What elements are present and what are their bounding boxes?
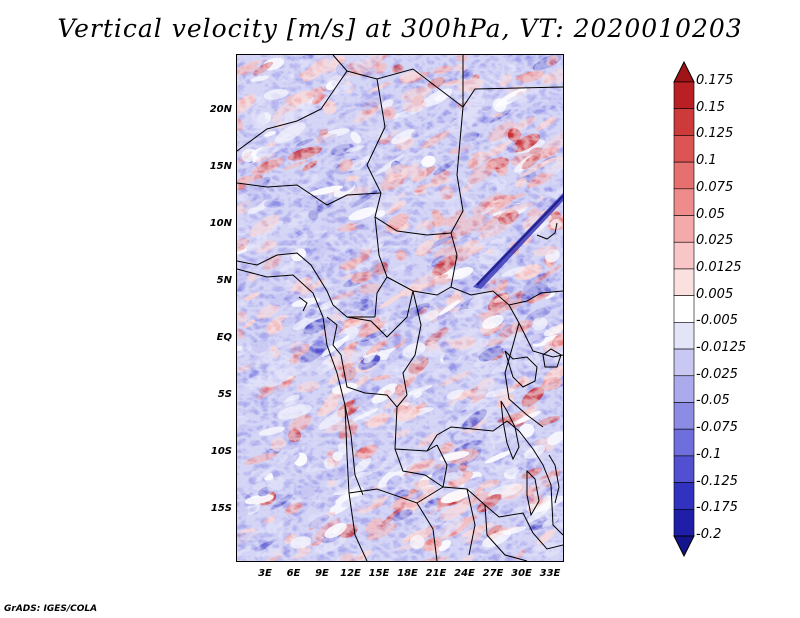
colorbar-swatch: [673, 135, 695, 163]
colorbar-label: -0.125: [696, 473, 738, 489]
lon-tick-label: 30E: [511, 568, 532, 579]
coastlines: [237, 222, 562, 517]
colorbar-label: 0.1: [696, 153, 717, 169]
colorbar-swatch: [673, 348, 695, 377]
colorbar-swatch: [673, 455, 695, 483]
colorbar-swatch: [673, 81, 695, 110]
map-panel: [236, 54, 564, 562]
colorbar-swatch: [673, 322, 695, 350]
velocity-field-map: [237, 55, 563, 561]
colorbar-label: -0.075: [696, 420, 738, 436]
lat-tick-label: EQ: [216, 332, 232, 343]
colorbar-swatch: [673, 188, 695, 216]
lat-tick-label: 10N: [209, 218, 232, 229]
lon-tick-label: 3E: [258, 568, 272, 579]
field-texture: [237, 55, 563, 561]
colorbar-label: 0.125: [696, 126, 734, 142]
colorbar-swatch: [673, 215, 695, 243]
colorbar-label: -0.05: [696, 393, 730, 409]
colorbar-label: 0.15: [696, 99, 725, 115]
colorbar-label: -0.025: [696, 366, 738, 382]
colorbar-swatch: [673, 108, 695, 136]
colorbar-label: -0.0125: [696, 340, 747, 356]
lon-tick-label: 21E: [425, 568, 447, 579]
jet-core: [476, 195, 563, 286]
colorbar-swatch: [673, 428, 695, 457]
lat-tick-label: 15S: [210, 503, 232, 514]
lon-tick-label: 15E: [368, 568, 390, 579]
colorbar-label: 0.05: [696, 206, 725, 222]
lat-tick-label: 20N: [209, 104, 232, 115]
colorbar-swatch: [673, 161, 695, 190]
lon-tick-label: 9E: [315, 568, 329, 579]
colorbar-swatch: [673, 482, 695, 510]
lon-tick-label: 24E: [454, 568, 475, 579]
lat-tick-label: 15N: [209, 161, 232, 172]
colorbar-label: -0.2: [696, 527, 722, 542]
colorbar: [673, 60, 695, 558]
colorbar-label: 0.0125: [696, 259, 742, 275]
lat-tick-label: 5N: [216, 275, 232, 286]
colorbar-swatch: [673, 268, 695, 296]
colorbar-label: 0.175: [696, 73, 734, 88]
colorbar-swatch: [673, 375, 695, 403]
map-title: Vertical velocity [m/s] at 300hPa, VT: 2…: [57, 14, 743, 43]
lon-tick-label: 12E: [340, 568, 361, 579]
colorbar-label: -0.1: [696, 446, 722, 462]
lon-tick-label: 33E: [539, 568, 561, 579]
colorbar-label: -0.005: [696, 313, 738, 329]
lat-tick-label: 5S: [217, 389, 232, 400]
footer-credit: GrADS: IGES/COLA: [4, 604, 98, 614]
colorbar-max-arrow: [673, 60, 695, 83]
colorbar-swatch: [673, 295, 695, 323]
colorbar-swatch: [673, 402, 695, 430]
colorbar-swatch: [673, 508, 695, 537]
country-boundaries: [237, 55, 563, 561]
colorbar-swatch: [673, 241, 695, 270]
colorbar-label: -0.175: [696, 500, 738, 516]
lat-tick-label: 10S: [210, 446, 232, 457]
lon-tick-label: 6E: [286, 568, 301, 579]
colorbar-label: 0.075: [696, 179, 734, 195]
lon-tick-label: 18E: [397, 568, 418, 579]
colorbar-label: 0.005: [696, 286, 734, 302]
colorbar-min-arrow: [673, 535, 695, 558]
lon-tick-label: 27E: [482, 568, 504, 579]
colorbar-label: 0.025: [696, 233, 734, 249]
